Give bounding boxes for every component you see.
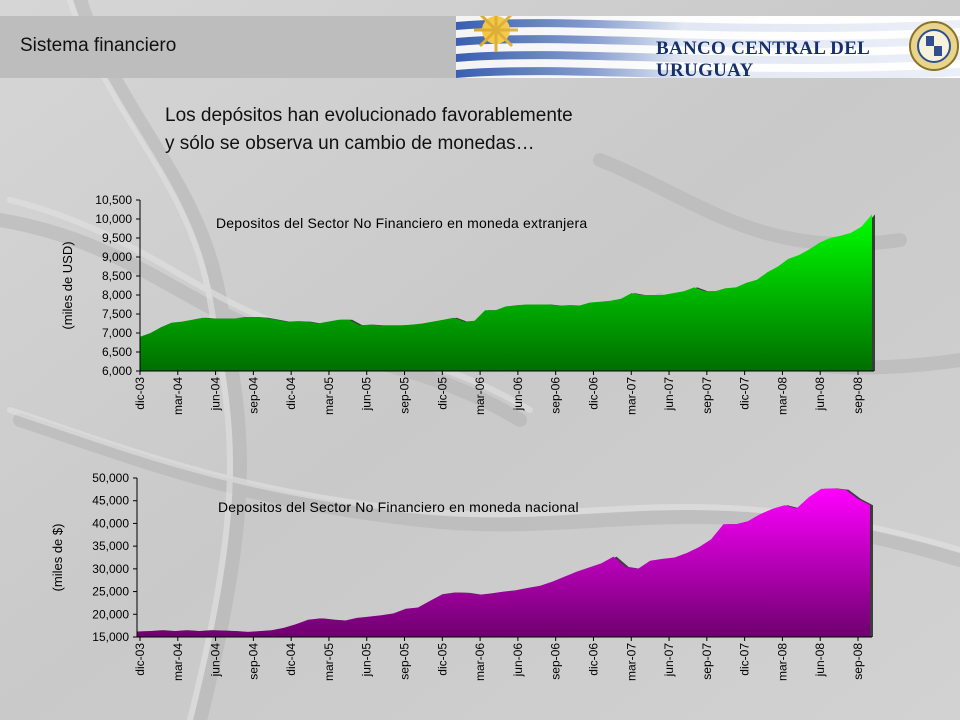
x-tick-label: sep-08	[851, 643, 865, 680]
chart-local-currency-deposits: 15,000 20,000 25,000 30,000 35,000 40,000 45,0…	[50, 471, 873, 681]
chart-title: Depositos del Sector No Financiero en mo…	[216, 215, 587, 231]
x-tick-label: dic-04	[284, 643, 298, 676]
y-tick-label: 8,000	[102, 288, 132, 302]
x-tick-label: sep-07	[700, 377, 714, 414]
x-tick-label: dic-07	[738, 377, 752, 410]
chart-foreign-currency-deposits: 6,000 6,500 7,000 7,500 8,000 8,500 9,000 9,500…	[60, 193, 875, 415]
x-tick-label: mar-07	[624, 377, 638, 415]
y-tick-label: 7,500	[102, 307, 132, 321]
x-tick-label: jun-05	[360, 377, 374, 412]
headline-line-1: Los depósitos han evolucionado favorable…	[165, 105, 573, 126]
section-title: Sistema financiero	[20, 35, 177, 56]
x-tick-label: jun-06	[511, 643, 525, 678]
x-tick-label: jun-08	[813, 377, 827, 412]
x-tick-label: dic-05	[435, 643, 449, 676]
bcu-seal-icon	[909, 21, 959, 71]
headline-line-2: y sólo se observa un cambio de monedas…	[165, 133, 535, 154]
x-tick-label: mar-05	[322, 643, 336, 681]
y-tick-label: 15,000	[92, 630, 129, 644]
y-tick-label: 10,500	[95, 193, 132, 207]
x-tick-label: sep-06	[549, 377, 563, 414]
x-tick-label: dic-06	[586, 377, 600, 410]
y-tick-label: 20,000	[92, 607, 129, 621]
y-tick-label: 45,000	[92, 494, 129, 508]
y-tick-label: 25,000	[92, 585, 129, 599]
series-area	[140, 214, 872, 371]
y-tick-label: 7,000	[102, 326, 132, 340]
x-tick-label: sep-04	[246, 377, 260, 414]
bank-name: BANCO CENTRAL DEL URUGUAY	[656, 38, 870, 78]
y-tick-label: 8,500	[102, 269, 132, 283]
x-tick-label: jun-08	[813, 643, 827, 678]
y-tick-label: 50,000	[92, 471, 129, 485]
bank-banner: BANCO CENTRAL DEL URUGUAY	[456, 16, 960, 78]
x-tick-label: mar-04	[171, 643, 185, 681]
x-tick-label: sep-08	[851, 377, 865, 414]
x-tick-label: dic-07	[738, 643, 752, 676]
y-tick-label: 6,000	[102, 364, 132, 378]
x-tick-label: jun-07	[662, 377, 676, 412]
x-tick-label: mar-05	[322, 377, 336, 415]
y-tick-label: 40,000	[92, 516, 129, 530]
x-tick-label: jun-04	[209, 643, 223, 678]
x-tick-label: dic-03	[133, 643, 147, 676]
x-tick-label: mar-06	[473, 377, 487, 415]
x-tick-label: dic-05	[435, 377, 449, 410]
x-tick-label: mar-07	[624, 643, 638, 681]
y-tick-label: 30,000	[92, 562, 129, 576]
x-tick-label: jun-05	[360, 643, 374, 678]
x-tick-label: sep-04	[246, 643, 260, 680]
y-tick-label: 9,500	[102, 231, 132, 245]
y-tick-label: 10,000	[95, 212, 132, 226]
y-tick-label: 9,000	[102, 250, 132, 264]
x-tick-label: mar-04	[171, 377, 185, 415]
headline: Los depósitos han evolucionado favorable…	[165, 102, 573, 158]
x-tick-label: mar-06	[473, 643, 487, 681]
x-tick-label: sep-05	[398, 643, 412, 680]
x-tick-label: jun-07	[662, 643, 676, 678]
x-tick-label: sep-05	[398, 377, 412, 414]
uruguay-flag-banner	[456, 16, 960, 78]
y-tick-label: 35,000	[92, 539, 129, 553]
x-tick-label: dic-06	[586, 643, 600, 676]
x-tick-label: mar-08	[775, 643, 789, 681]
chart-title: Depositos del Sector No Financiero en mo…	[218, 499, 579, 515]
x-tick-label: jun-06	[511, 377, 525, 412]
x-tick-label: jun-04	[209, 377, 223, 412]
y-tick-label: 6,500	[102, 345, 132, 359]
series-area	[137, 488, 870, 637]
y-axis-title: (miles de USD)	[60, 241, 75, 329]
x-tick-label: sep-06	[549, 643, 563, 680]
y-axis-title: (miles de $)	[50, 524, 65, 592]
x-tick-label: dic-03	[133, 377, 147, 410]
x-tick-label: mar-08	[775, 377, 789, 415]
x-tick-label: sep-07	[700, 643, 714, 680]
x-tick-label: dic-04	[284, 377, 298, 410]
